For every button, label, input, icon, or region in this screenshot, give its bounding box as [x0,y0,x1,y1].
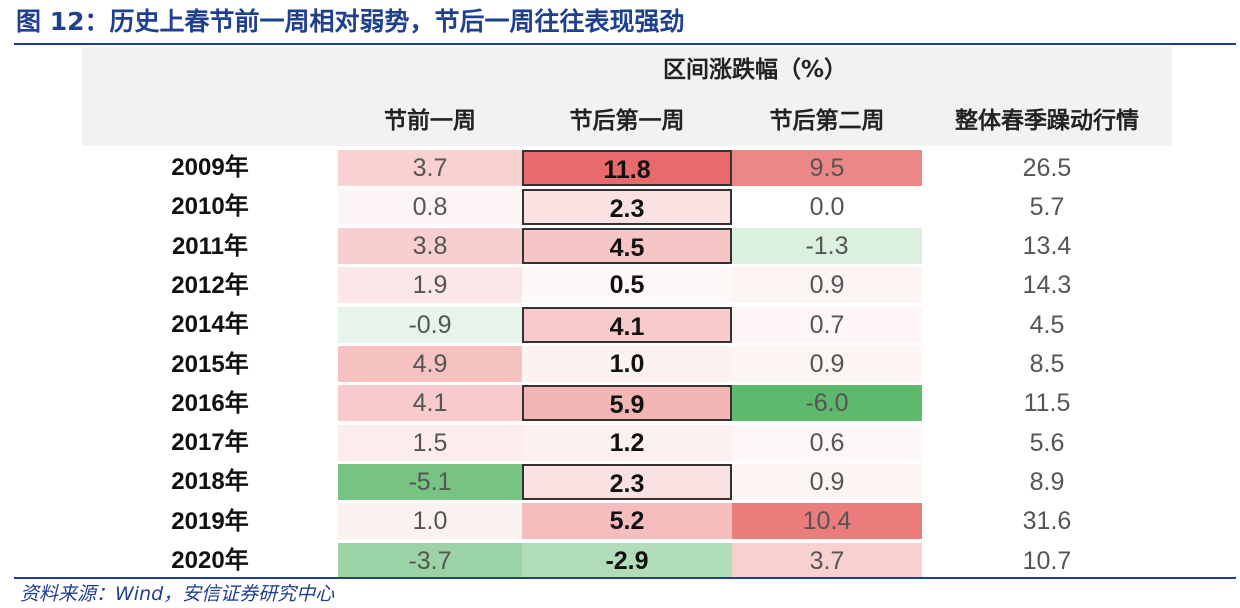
table-cell: 5.7 [1029,192,1065,221]
title-divider [14,43,1236,45]
row-label: 2019年 [171,507,249,535]
row-label: 2017年 [171,429,249,457]
table-cell: 1.9 [338,267,522,304]
row-label: 2010年 [171,193,249,221]
table-cell: 4.5 [1029,310,1065,339]
table-cell: 0.0 [732,188,922,225]
table-header-background [82,47,1172,146]
table-cell: 4.1 [338,385,522,422]
source-note: 资料来源：Wind，安信证券研究中心 [20,583,335,605]
table-cell: 0.5 [522,267,732,304]
table-cell: -5.1 [338,463,522,500]
table-cell: -1.3 [732,228,922,265]
table-cell: 11.8 [522,149,732,186]
table-cell: -6.0 [732,385,922,422]
table-cell: 3.7 [732,542,922,579]
table-cell: 14.3 [1022,271,1072,300]
table-cell: 5.2 [522,503,732,540]
source-divider [14,577,1236,579]
table-cell: -2.9 [522,542,732,579]
table-cell: 3.7 [338,149,522,186]
table-cell: 8.9 [1029,467,1065,496]
table-cell: 13.4 [1022,232,1072,261]
table-cell: 1.5 [338,424,522,461]
group-header: 区间涨跌幅（%） [662,57,848,83]
figure-title: 图 12：历史上春节前一周相对弱势，节后一周往往表现强劲 [16,7,685,36]
column-header: 节后第二周 [769,108,885,134]
table-cell: 10.7 [1022,546,1072,575]
row-label: 2018年 [171,468,249,496]
row-label: 2011年 [171,232,249,260]
table-cell: 0.8 [338,188,522,225]
table-cell: 1.0 [338,503,522,540]
table-cell: -3.7 [338,542,522,579]
row-label: 2012年 [171,271,249,299]
row-label: 2020年 [171,547,249,574]
table-cell: 0.9 [732,463,922,500]
table-cell: 2.3 [522,463,732,500]
table-cell: 0.9 [732,267,922,304]
table-cell: 0.9 [732,346,922,382]
table-cell: 3.8 [338,228,522,265]
table-cell: 31.6 [1022,507,1072,536]
table-cell: 2.3 [522,188,732,225]
table-cell: 0.7 [732,306,922,343]
column-header: 整体春季躁动行情 [955,108,1139,134]
table-cell: 4.5 [522,228,732,265]
table-cell: 9.5 [732,149,922,186]
table-cell: 26.5 [1022,153,1072,182]
table-cell: 5.9 [522,385,732,422]
table-cell: 11.5 [1023,389,1071,418]
row-label: 2009年 [171,154,249,181]
table-cell: -0.9 [338,306,522,343]
table-cell: 4.1 [522,306,732,343]
row-label: 2016年 [171,389,249,417]
table-cell: 4.9 [338,346,522,382]
table-cell: 8.5 [1029,350,1065,378]
table-cell: 1.0 [522,346,732,382]
table-cell: 1.2 [522,424,732,461]
column-header: 节后第一周 [569,108,685,134]
table-cell: 0.6 [732,424,922,461]
column-header: 节前一周 [384,108,476,134]
table-cell: 10.4 [732,503,922,540]
row-label: 2014年 [171,311,249,339]
table-cell: 5.6 [1029,428,1065,457]
row-label: 2015年 [171,350,249,378]
